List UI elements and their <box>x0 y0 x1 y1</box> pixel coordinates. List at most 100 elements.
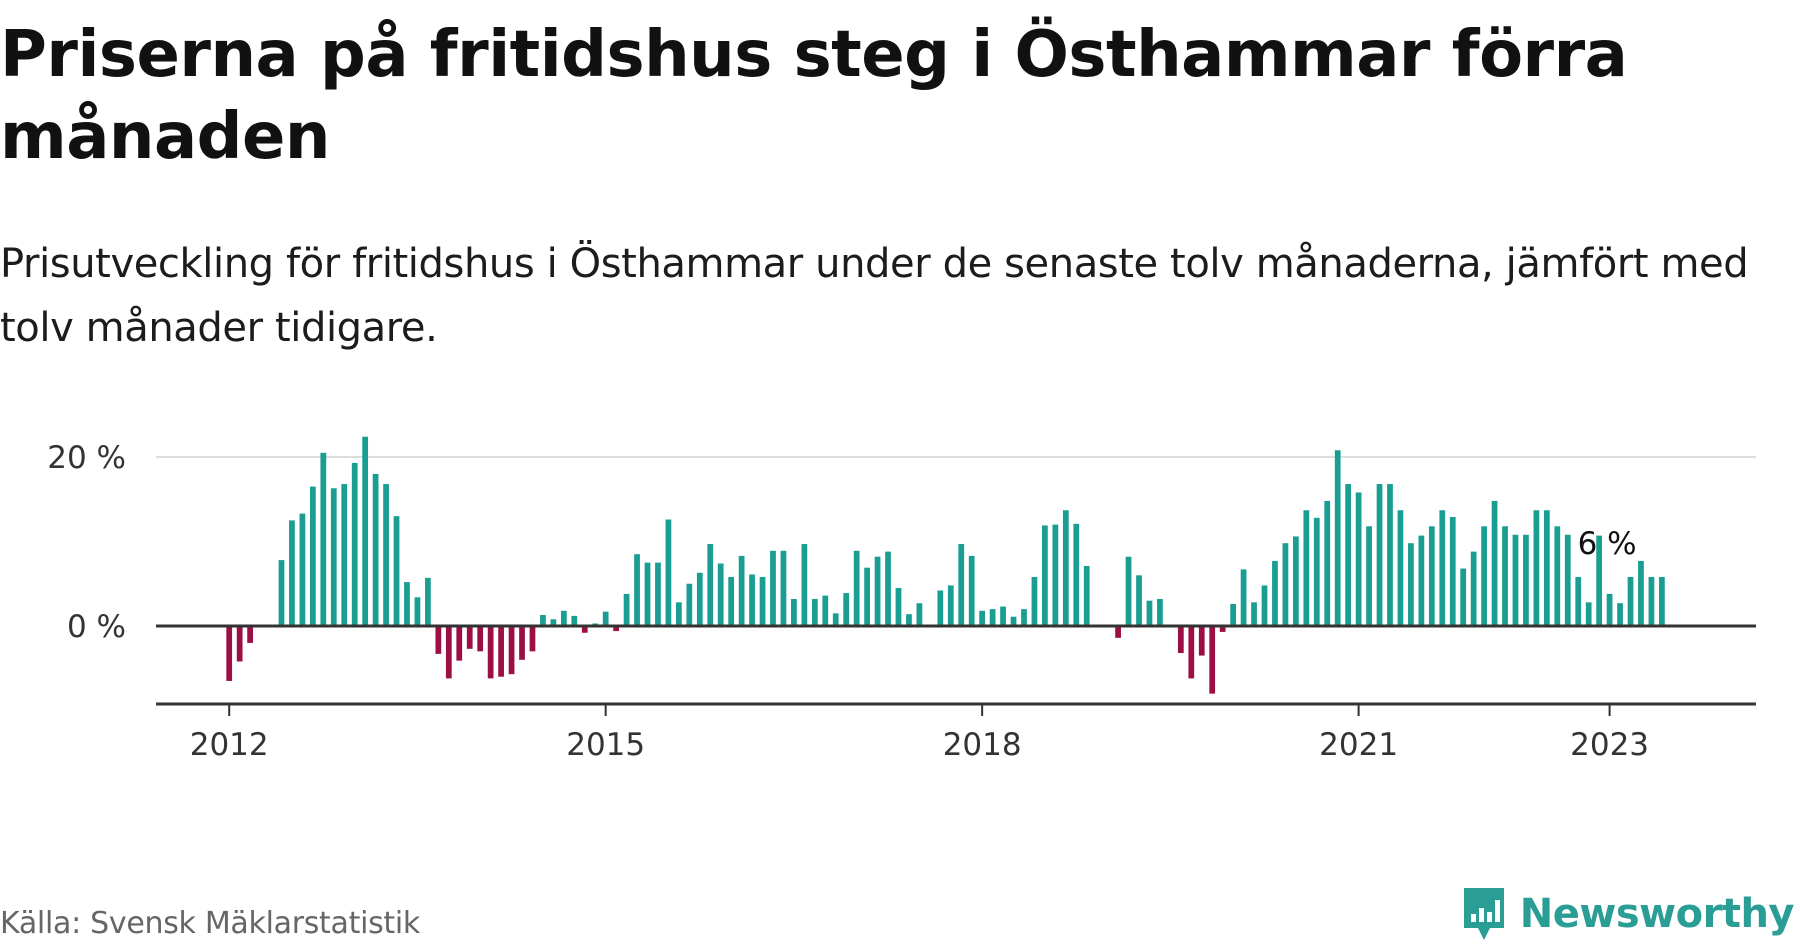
bar-chart: 0 % 20 % 2012 2015 2018 2021 2023 6 % <box>47 436 1756 763</box>
bars <box>226 436 1665 694</box>
bar <box>1449 517 1456 626</box>
source-note: Källa: Svensk Mäklarstatistik <box>0 906 421 941</box>
bar <box>780 550 787 626</box>
bar <box>498 626 504 677</box>
bar <box>696 572 703 626</box>
bar <box>958 544 965 626</box>
x-tick-label: 2021 <box>1319 727 1398 763</box>
bar <box>947 585 954 626</box>
bar <box>445 626 452 679</box>
bar <box>1146 600 1153 626</box>
x-tick-label: 2018 <box>943 727 1022 763</box>
y-tick-label: 20 % <box>47 440 126 476</box>
bar <box>832 613 839 626</box>
bar <box>1491 500 1498 626</box>
bar <box>1638 560 1644 626</box>
bar <box>1355 492 1362 626</box>
bar <box>1188 626 1195 679</box>
bar <box>540 615 546 626</box>
bar <box>906 614 912 626</box>
bar <box>1157 598 1163 626</box>
bar <box>623 593 630 626</box>
bar <box>1042 525 1048 626</box>
bar <box>1209 626 1216 694</box>
bar <box>1596 535 1603 626</box>
bar <box>560 610 567 626</box>
chart-subtitle: Prisutveckling för fritidshus i Östhamma… <box>0 241 1749 351</box>
bar <box>1000 606 1006 626</box>
bar <box>801 544 808 626</box>
bar <box>519 626 525 660</box>
bar <box>749 574 755 626</box>
bar <box>1303 510 1310 626</box>
bar <box>1554 526 1561 626</box>
bar <box>404 582 410 626</box>
bar <box>550 619 557 626</box>
bar <box>1606 593 1613 626</box>
bar <box>822 595 829 626</box>
bar <box>843 593 850 626</box>
bar <box>1031 576 1038 626</box>
bar <box>1575 576 1582 626</box>
bar <box>487 626 494 679</box>
bar <box>728 576 735 626</box>
bar <box>1439 510 1446 626</box>
bar <box>665 519 672 626</box>
bar <box>1010 616 1017 626</box>
bar <box>937 590 944 626</box>
bar <box>1324 500 1331 626</box>
bar <box>1460 568 1467 626</box>
bar <box>372 473 379 626</box>
chart-title: Priserna på fritidshus steg i Östhammar … <box>0 18 1628 174</box>
bar <box>853 550 860 626</box>
bar <box>1272 560 1278 626</box>
bar <box>1261 585 1268 626</box>
bar <box>1230 604 1236 626</box>
bar <box>1219 626 1226 632</box>
bar <box>351 462 358 626</box>
bar <box>1564 534 1571 626</box>
bar <box>602 611 609 626</box>
bar <box>341 484 348 626</box>
bar <box>226 626 233 681</box>
bar <box>770 550 776 626</box>
bar <box>278 560 285 626</box>
bar <box>1533 510 1540 626</box>
bar <box>330 488 337 626</box>
bar <box>916 603 923 626</box>
bar <box>1240 569 1247 626</box>
bar <box>1408 543 1414 626</box>
bar <box>1282 543 1289 626</box>
bar <box>1470 551 1477 626</box>
bar <box>1481 526 1487 626</box>
bar <box>968 555 975 626</box>
bar <box>979 610 986 626</box>
bar <box>655 562 661 627</box>
bar <box>1376 484 1383 626</box>
bar <box>1115 626 1121 638</box>
bar <box>1062 510 1069 626</box>
bar <box>1648 576 1655 626</box>
bar <box>791 598 797 626</box>
bar <box>1198 626 1205 656</box>
bar <box>613 626 619 632</box>
bar <box>895 587 902 626</box>
bar <box>1125 556 1132 626</box>
bar <box>393 516 400 626</box>
bar <box>1523 534 1529 626</box>
bar <box>1617 603 1623 626</box>
bar <box>1345 484 1352 626</box>
bar <box>759 576 766 626</box>
bar <box>738 555 745 626</box>
bar <box>864 567 870 626</box>
bar <box>874 556 881 626</box>
x-tick-label: 2023 <box>1570 727 1649 763</box>
bar <box>686 583 693 626</box>
bar <box>529 626 536 652</box>
brand[interactable]: Newsworthy <box>1460 884 1795 944</box>
bar <box>989 609 996 626</box>
bar <box>362 436 369 626</box>
bar <box>717 563 724 626</box>
bar <box>309 486 316 626</box>
bar <box>1659 576 1665 626</box>
